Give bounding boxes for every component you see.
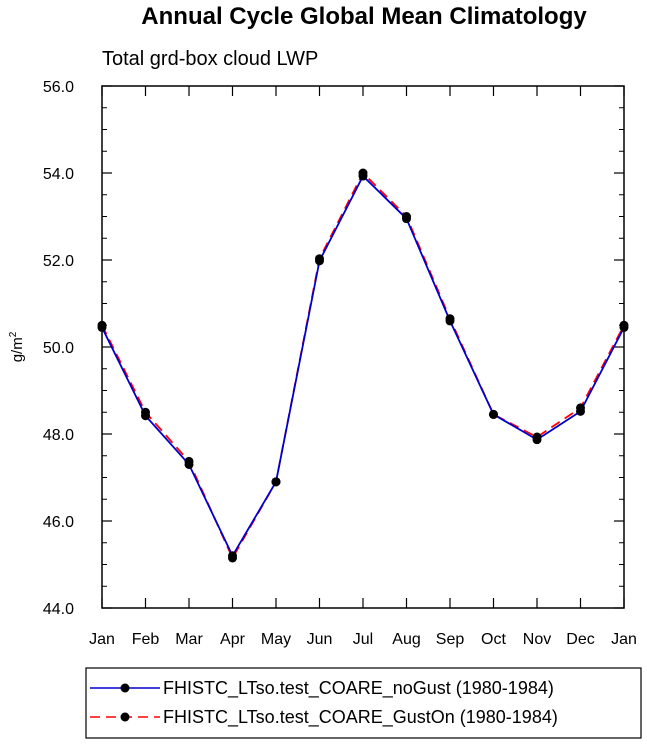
y-tick-label: 50.0 (43, 340, 74, 357)
x-tick-label: Mar (175, 631, 203, 648)
plot-frame (101, 85, 625, 609)
data-point-series-2 (532, 432, 542, 442)
data-point-series-2 (141, 407, 150, 417)
data-point-series-2 (271, 477, 281, 487)
data-point-series-2 (489, 409, 498, 419)
y-tick-label: 56.0 (43, 79, 74, 96)
legend-marker-1 (120, 683, 130, 693)
y-axis-label-base: g/m (9, 337, 26, 362)
legend-label-2: FHISTC_LTso.test_COARE_GustOn (1980-1984… (163, 707, 558, 728)
x-tick-label: Jul (353, 631, 373, 648)
y-axis-label-superscript: 2 (8, 331, 19, 337)
x-tick-label: Nov (523, 631, 551, 648)
chart-subtitle: Total grd-box cloud LWP (102, 48, 318, 70)
y-tick-label: 54.0 (43, 166, 74, 183)
legend-marker-2 (120, 712, 130, 722)
x-tick-label: Apr (220, 631, 246, 648)
x-tick-label: Sep (436, 631, 465, 648)
data-point-series-2 (358, 168, 368, 178)
series-line-2 (101, 172, 625, 559)
y-tick-label: 44.0 (43, 601, 74, 618)
data-point-series-2 (315, 254, 324, 264)
x-tick-label: Jan (89, 631, 115, 648)
legend-box (85, 667, 642, 739)
data-point-series-2 (445, 314, 455, 324)
x-tick-label: Jun (307, 631, 333, 648)
data-point-series-2 (402, 212, 411, 221)
y-tick-label: 46.0 (43, 514, 74, 531)
x-tick-label: Oct (481, 631, 506, 648)
y-tick-label: 48.0 (43, 427, 74, 444)
x-tick-label: Aug (392, 631, 420, 648)
x-tick-label: Feb (132, 631, 160, 648)
data-point-series-2 (576, 403, 585, 413)
data-point-series-2 (184, 456, 194, 466)
y-tick-label: 52.0 (43, 253, 74, 270)
x-tick-label: May (261, 631, 291, 648)
data-point-series-2 (228, 553, 237, 563)
x-tick-label: Jan (611, 631, 637, 648)
series-line-1 (101, 175, 625, 557)
y-axis-label: g/m2 (8, 331, 26, 362)
legend-label-1: FHISTC_LTso.test_COARE_noGust (1980-1984… (163, 678, 554, 699)
chart-title: Annual Cycle Global Mean Climatology (141, 3, 587, 30)
x-tick-label: Dec (566, 631, 594, 648)
